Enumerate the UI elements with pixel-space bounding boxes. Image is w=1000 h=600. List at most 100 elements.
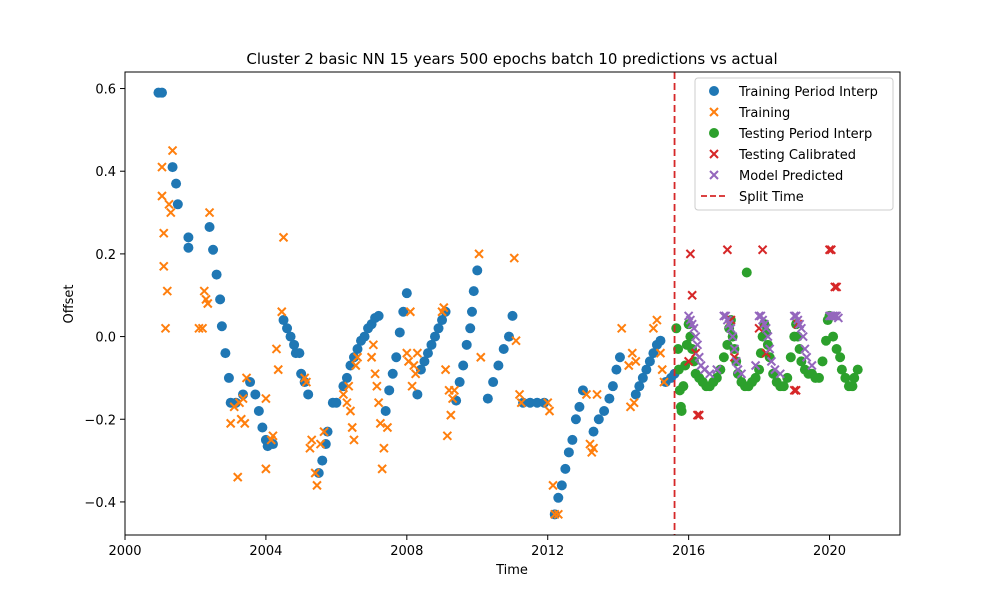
data-point	[507, 310, 518, 321]
data-point	[465, 323, 476, 334]
data-point	[426, 339, 437, 350]
data-point	[294, 348, 305, 359]
data-point	[826, 245, 837, 255]
data-point	[387, 368, 398, 379]
data-point	[831, 343, 842, 354]
data-point	[257, 422, 268, 433]
data-point	[345, 406, 356, 416]
data-point	[172, 199, 183, 210]
data-point	[412, 348, 423, 358]
data-point	[736, 369, 747, 379]
data-point	[532, 397, 543, 408]
data-point	[241, 373, 252, 383]
data-point	[197, 323, 208, 334]
data-point	[553, 509, 564, 520]
data-point	[593, 414, 604, 425]
data-point	[611, 364, 622, 375]
data-point	[678, 381, 689, 392]
data-point	[303, 389, 314, 400]
data-point	[410, 369, 421, 379]
data-point	[493, 360, 504, 371]
data-point	[833, 313, 844, 323]
data-point	[164, 199, 174, 209]
data-point	[215, 294, 226, 305]
data-point	[351, 360, 361, 371]
data-point	[588, 443, 599, 453]
data-point	[514, 389, 525, 400]
data-point	[791, 385, 801, 396]
data-point	[233, 472, 243, 482]
data-point	[560, 463, 571, 474]
legend-marker	[709, 107, 719, 117]
data-point	[253, 405, 264, 416]
data-point	[312, 480, 322, 491]
data-point	[379, 443, 389, 453]
data-point	[692, 340, 703, 350]
data-point	[726, 323, 736, 334]
data-point	[271, 344, 282, 354]
legend-label: Testing Period Interp	[738, 127, 872, 142]
data-point	[472, 265, 483, 276]
data-point	[807, 360, 817, 371]
data-point	[167, 145, 178, 156]
series-testing-period-interp	[671, 267, 863, 416]
plot-area	[153, 72, 863, 535]
data-point	[694, 352, 704, 362]
data-point	[685, 249, 696, 259]
data-point	[268, 431, 278, 441]
data-point	[718, 352, 729, 363]
data-point	[550, 509, 560, 520]
data-point	[629, 398, 639, 408]
data-point	[305, 443, 315, 453]
data-point	[412, 389, 423, 400]
data-point	[240, 418, 250, 429]
data-point	[689, 323, 699, 334]
data-point	[157, 191, 167, 201]
data-point	[216, 321, 227, 332]
data-point	[553, 492, 564, 503]
data-point	[401, 288, 412, 299]
x-tick-label: 2012	[531, 544, 564, 559]
data-point	[282, 323, 293, 334]
data-point	[778, 381, 789, 392]
data-point	[278, 315, 289, 326]
data-point	[225, 418, 236, 429]
data-point	[338, 389, 349, 400]
legend-label: Testing Calibrated	[738, 148, 856, 163]
data-point	[466, 306, 477, 317]
data-point	[273, 364, 283, 375]
data-point	[220, 348, 231, 359]
legend-label: Split Time	[739, 190, 804, 205]
data-point	[801, 352, 812, 362]
data-point	[322, 426, 333, 437]
data-point	[183, 232, 194, 243]
chart-title: Cluster 2 basic NN 15 years 500 epochs b…	[246, 50, 777, 68]
data-point	[775, 369, 785, 379]
data-point	[544, 406, 555, 416]
data-point	[446, 410, 456, 420]
axis-ticks: 2000 2004 2008 2012 2016 2020 −0.4 −0.2 0.0 0.2 0.…	[84, 83, 846, 559]
x-axis-label: Time	[495, 563, 528, 578]
data-point	[830, 282, 840, 292]
data-point	[203, 298, 213, 309]
data-point	[301, 377, 312, 387]
data-point	[422, 348, 433, 359]
data-point	[727, 331, 738, 342]
data-point	[655, 335, 666, 346]
data-point	[341, 372, 352, 383]
data-point	[160, 323, 171, 334]
data-point	[384, 385, 395, 396]
data-point	[289, 339, 300, 350]
data-point	[157, 162, 167, 172]
data-point	[223, 372, 234, 383]
data-point	[331, 397, 342, 408]
data-point	[503, 331, 514, 342]
data-point	[648, 348, 659, 359]
data-point	[840, 372, 851, 383]
legend-label: Training	[738, 106, 790, 121]
data-point	[372, 381, 382, 391]
data-point	[439, 302, 449, 313]
series-model-predicted	[683, 311, 844, 379]
data-point	[712, 364, 722, 375]
data-point	[567, 434, 578, 445]
